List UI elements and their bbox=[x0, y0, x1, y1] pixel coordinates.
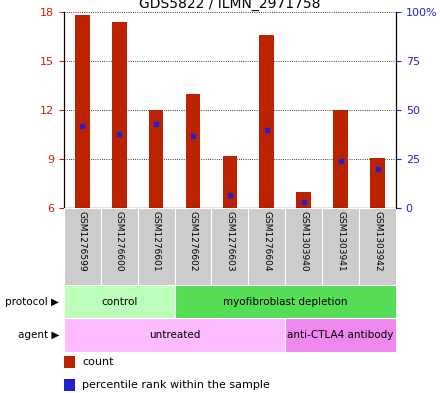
Bar bbox=[260, 35, 274, 208]
Text: anti-CTLA4 antibody: anti-CTLA4 antibody bbox=[287, 330, 394, 340]
Bar bbox=[175, 285, 396, 318]
Bar bbox=[285, 318, 396, 352]
Text: untreated: untreated bbox=[149, 330, 200, 340]
Text: GSM1276602: GSM1276602 bbox=[188, 211, 198, 271]
Bar bbox=[64, 318, 285, 352]
Bar bbox=[101, 208, 138, 285]
Text: GSM1276599: GSM1276599 bbox=[78, 211, 87, 271]
Text: GSM1276601: GSM1276601 bbox=[151, 211, 161, 271]
Bar bbox=[322, 208, 359, 285]
Bar bbox=[297, 192, 311, 208]
Text: control: control bbox=[101, 297, 137, 307]
Bar bbox=[285, 208, 322, 285]
Bar bbox=[223, 156, 237, 208]
Bar bbox=[370, 158, 385, 208]
Bar bbox=[248, 208, 285, 285]
Text: GSM1303940: GSM1303940 bbox=[299, 211, 308, 271]
Text: count: count bbox=[82, 357, 114, 367]
Text: agent ▶: agent ▶ bbox=[18, 330, 59, 340]
Bar bbox=[359, 208, 396, 285]
Bar bbox=[149, 110, 164, 208]
Text: protocol ▶: protocol ▶ bbox=[5, 297, 59, 307]
Bar bbox=[64, 208, 101, 285]
Bar bbox=[75, 15, 90, 208]
Bar bbox=[333, 110, 348, 208]
Bar bbox=[212, 208, 248, 285]
Text: GSM1303942: GSM1303942 bbox=[373, 211, 382, 271]
Text: GSM1276604: GSM1276604 bbox=[262, 211, 271, 271]
Text: myofibroblast depletion: myofibroblast depletion bbox=[223, 297, 348, 307]
Bar bbox=[175, 208, 212, 285]
Bar bbox=[64, 356, 75, 368]
Bar bbox=[64, 285, 175, 318]
Text: GSM1303941: GSM1303941 bbox=[336, 211, 345, 271]
Bar bbox=[186, 94, 200, 208]
Text: GSM1276600: GSM1276600 bbox=[115, 211, 124, 271]
Bar bbox=[138, 208, 175, 285]
Bar bbox=[64, 378, 75, 391]
Bar bbox=[112, 22, 127, 208]
Text: GSM1276603: GSM1276603 bbox=[225, 211, 235, 271]
Text: percentile rank within the sample: percentile rank within the sample bbox=[82, 380, 270, 390]
Title: GDS5822 / ILMN_2971758: GDS5822 / ILMN_2971758 bbox=[139, 0, 321, 11]
